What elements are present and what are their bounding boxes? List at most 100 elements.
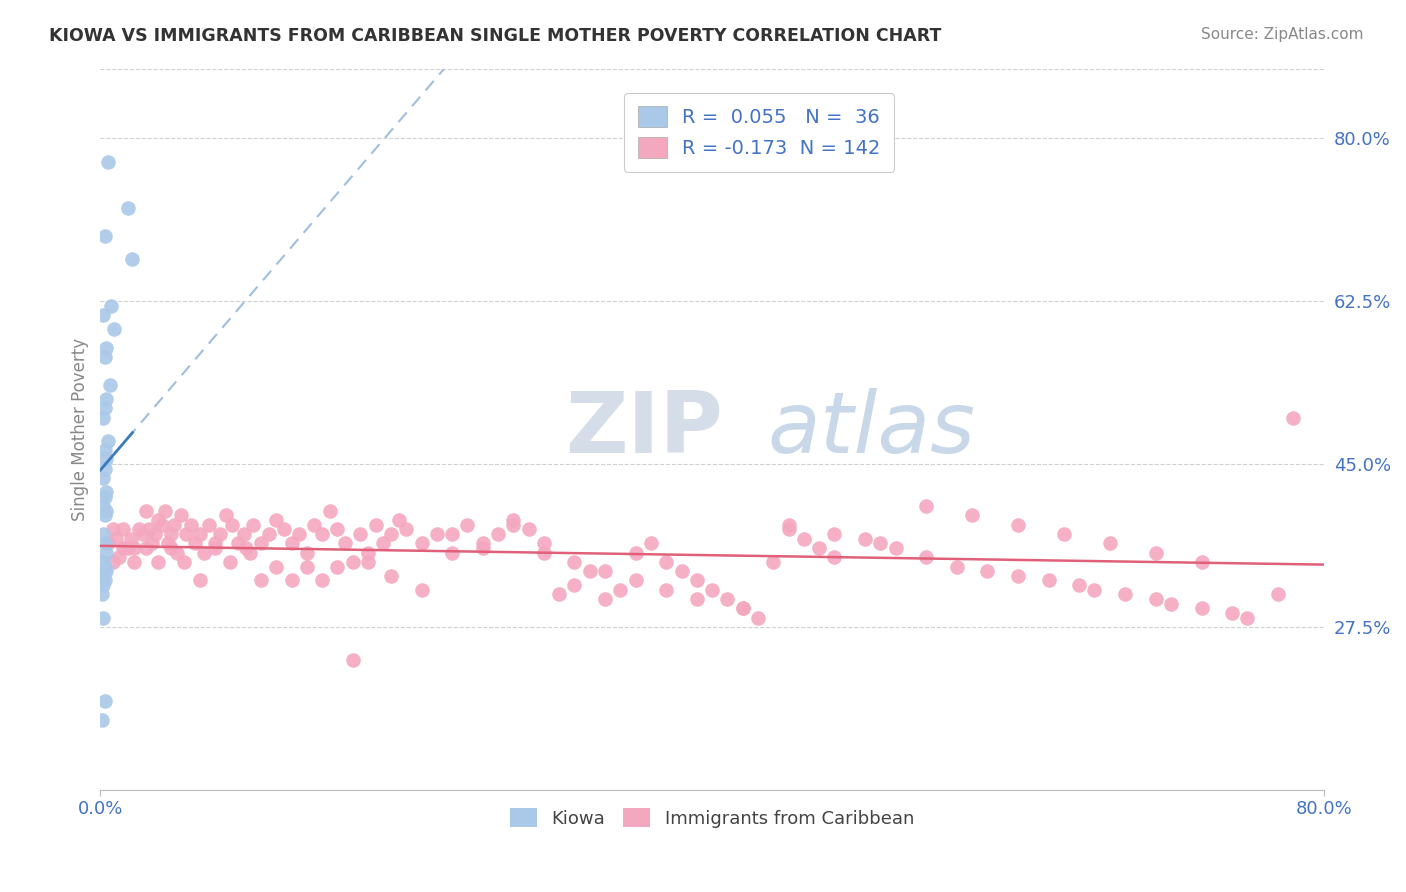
Point	[655, 582, 678, 597]
Point	[295, 545, 318, 559]
Point	[655, 555, 678, 569]
Point	[1191, 601, 1213, 615]
Point	[960, 508, 983, 523]
Point	[104, 532, 127, 546]
Point	[1098, 536, 1121, 550]
Point	[94, 508, 117, 523]
Point	[1069, 578, 1091, 592]
Point	[101, 522, 124, 536]
Point	[94, 490, 117, 504]
Point	[326, 559, 349, 574]
Point	[593, 592, 616, 607]
Point	[93, 499, 115, 513]
Point	[640, 536, 662, 550]
Point	[215, 508, 238, 523]
Point	[342, 555, 364, 569]
Point	[93, 308, 115, 322]
Point	[1144, 545, 1167, 559]
Point	[976, 564, 998, 578]
Point	[426, 527, 449, 541]
Point	[808, 541, 831, 555]
Point	[122, 541, 145, 555]
Point	[364, 517, 387, 532]
Point	[793, 532, 815, 546]
Point	[135, 503, 157, 517]
Point	[128, 522, 150, 536]
Point	[150, 517, 173, 532]
Point	[778, 517, 800, 532]
Point	[533, 536, 555, 550]
Point	[90, 713, 112, 727]
Point	[188, 574, 211, 588]
Point	[884, 541, 907, 555]
Point	[441, 545, 464, 559]
Text: ZIP: ZIP	[565, 388, 723, 471]
Point	[869, 536, 891, 550]
Point	[159, 541, 181, 555]
Point	[380, 527, 402, 541]
Point	[94, 443, 117, 458]
Point	[94, 401, 117, 416]
Point	[609, 582, 631, 597]
Legend: Kiowa, Immigrants from Caribbean: Kiowa, Immigrants from Caribbean	[503, 801, 921, 835]
Point	[96, 341, 118, 355]
Point	[686, 574, 709, 588]
Point	[624, 545, 647, 559]
Point	[235, 541, 257, 555]
Point	[93, 555, 115, 569]
Point	[1220, 606, 1243, 620]
Point	[295, 559, 318, 574]
Point	[700, 582, 723, 597]
Point	[219, 555, 242, 569]
Point	[411, 536, 433, 550]
Point	[166, 545, 188, 559]
Point	[96, 503, 118, 517]
Point	[145, 527, 167, 541]
Point	[107, 550, 129, 565]
Point	[94, 536, 117, 550]
Point	[387, 513, 409, 527]
Point	[94, 694, 117, 708]
Point	[686, 592, 709, 607]
Point	[135, 541, 157, 555]
Point	[204, 536, 226, 550]
Point	[824, 527, 846, 541]
Point	[564, 578, 586, 592]
Point	[96, 545, 118, 559]
Point	[380, 569, 402, 583]
Point	[226, 536, 249, 550]
Point	[288, 527, 311, 541]
Point	[471, 541, 494, 555]
Point	[1007, 517, 1029, 532]
Point	[138, 522, 160, 536]
Point	[273, 522, 295, 536]
Point	[264, 559, 287, 574]
Point	[101, 555, 124, 569]
Point	[257, 527, 280, 541]
Point	[112, 522, 135, 536]
Point	[153, 503, 176, 517]
Point	[357, 555, 380, 569]
Point	[120, 532, 142, 546]
Point	[93, 611, 115, 625]
Point	[471, 536, 494, 550]
Point	[731, 601, 754, 615]
Point	[173, 555, 195, 569]
Point	[184, 536, 207, 550]
Point	[824, 550, 846, 565]
Point	[250, 574, 273, 588]
Point	[502, 517, 524, 532]
Point	[94, 574, 117, 588]
Point	[170, 508, 193, 523]
Point	[517, 522, 540, 536]
Point	[456, 517, 478, 532]
Point	[93, 569, 115, 583]
Point	[94, 462, 117, 476]
Point	[112, 541, 135, 555]
Point	[174, 527, 197, 541]
Point	[96, 485, 118, 500]
Point	[141, 536, 163, 550]
Point	[1191, 555, 1213, 569]
Point	[486, 527, 509, 541]
Point	[311, 527, 333, 541]
